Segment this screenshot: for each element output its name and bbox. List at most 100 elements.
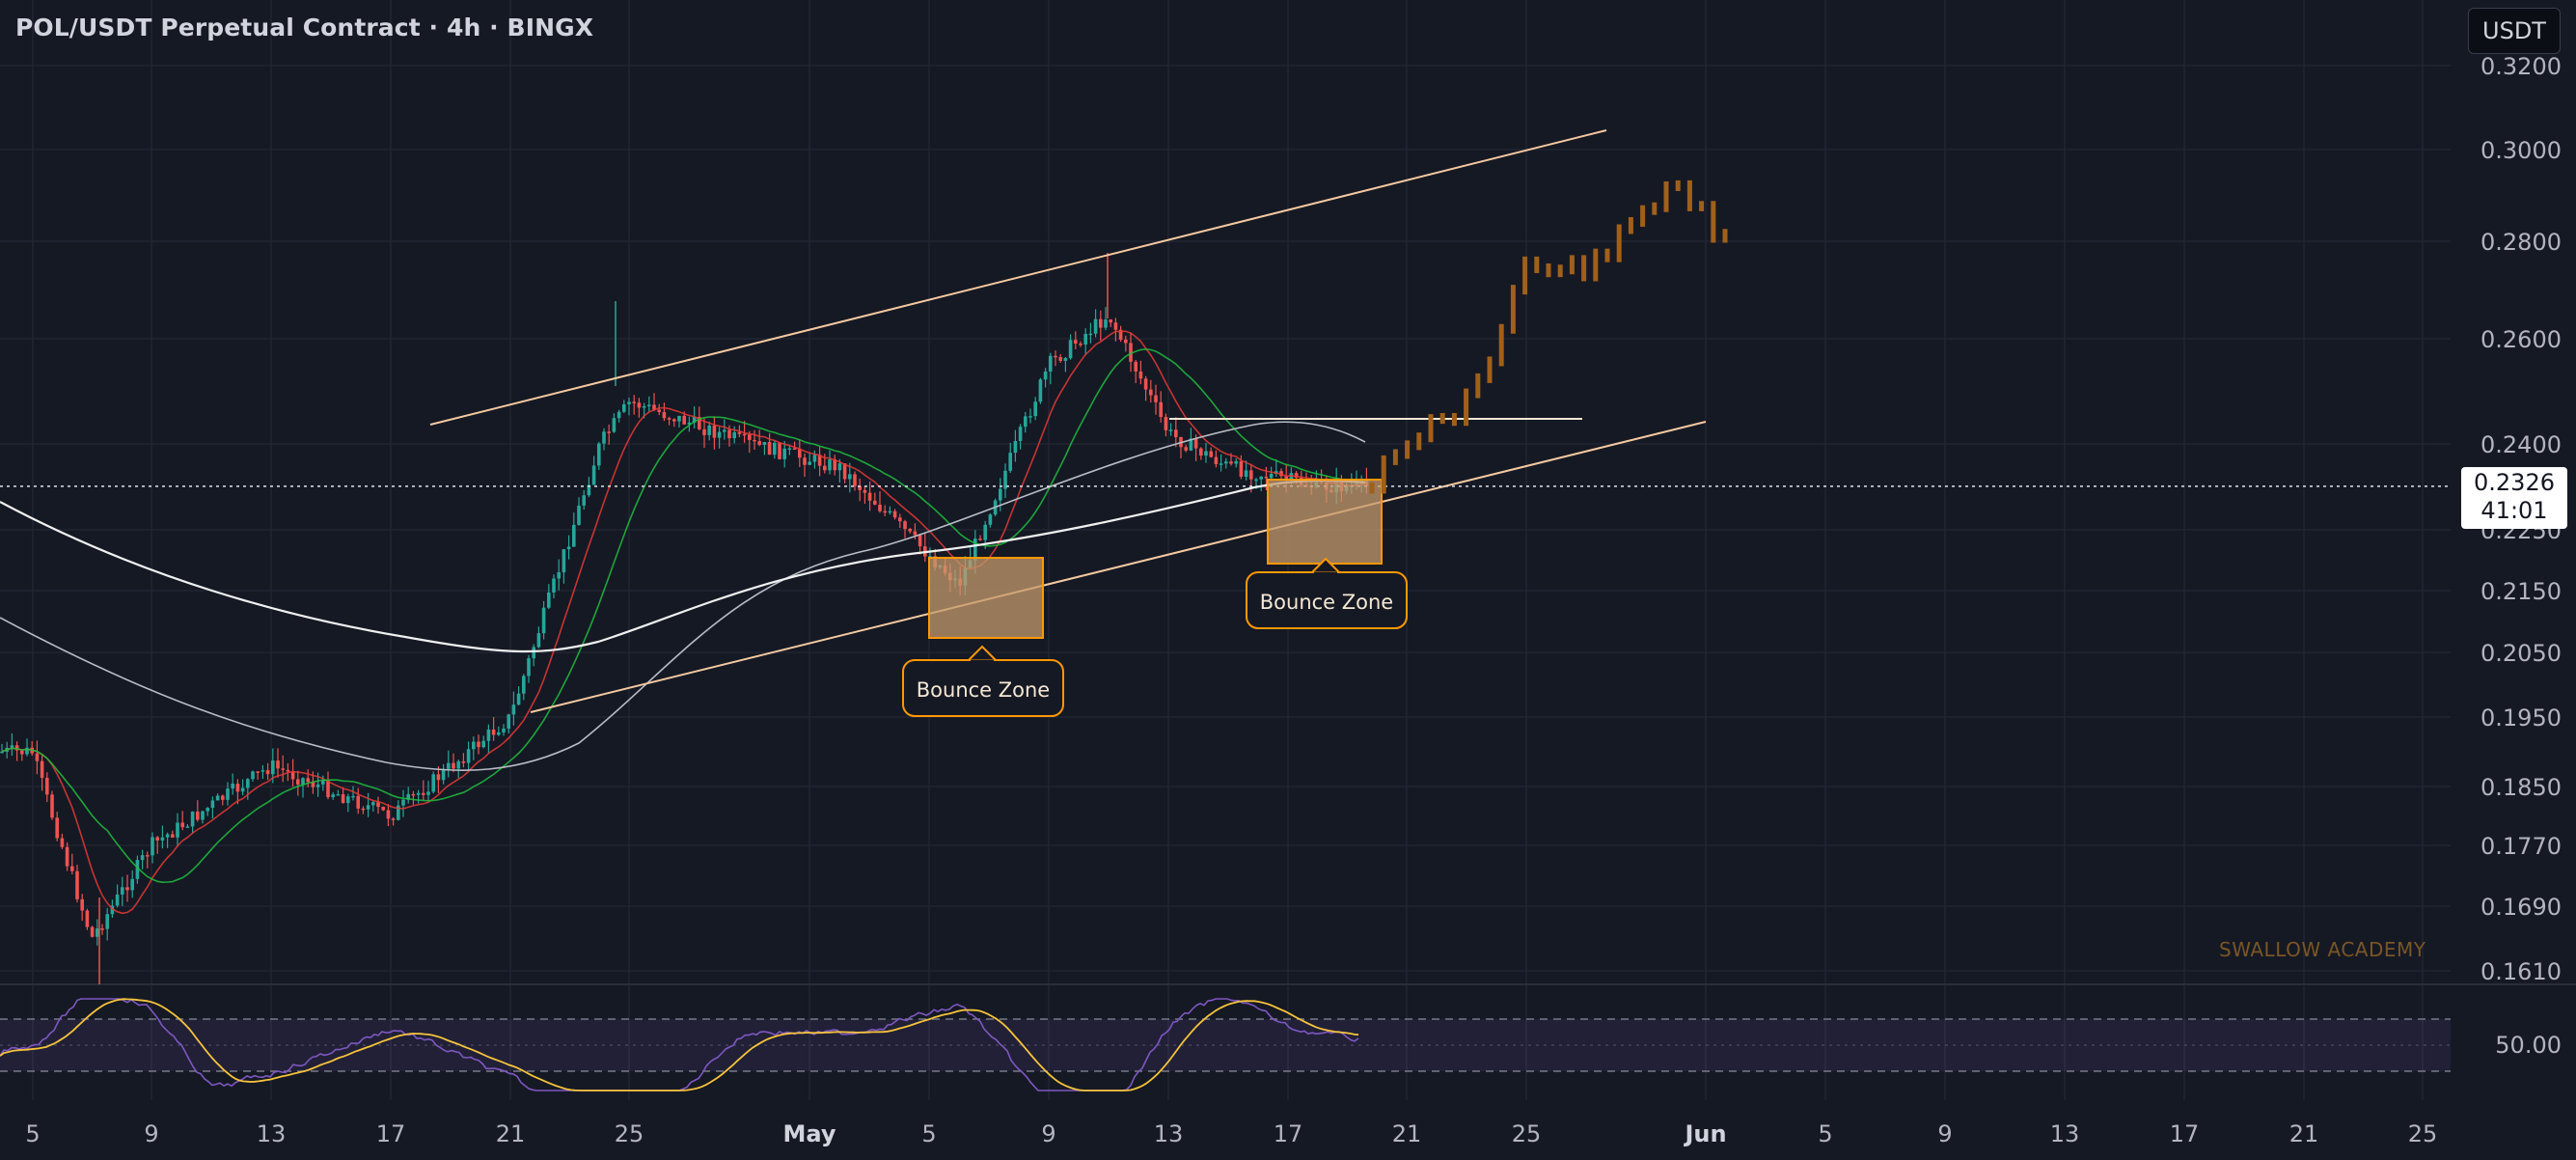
candle-body [1043,371,1048,380]
watermark: SWALLOW ACADEMY [2219,938,2426,961]
candle-body [511,704,516,715]
projection-bar [1616,224,1622,262]
candle-body [577,505,581,525]
bounce-zone-label: Bounce Zone [1260,591,1393,614]
candle-body [1269,474,1274,479]
candle-body [306,778,310,783]
candle-body [782,448,786,459]
candle-body [65,846,69,867]
projection-bar [1699,201,1705,211]
candle-body [883,511,887,513]
projection-candles [1369,180,1728,494]
candle-body [121,887,124,895]
candle-body [787,448,792,450]
candle-body [1174,429,1178,437]
candle-body [527,658,531,677]
y-tick-label: 0.2800 [2480,229,2562,256]
candle-body [863,489,867,493]
candle-body [371,802,375,806]
candle-body [1143,378,1148,390]
candle-body [913,531,918,536]
candle-body [712,425,717,438]
bounce-zone-label: Bounce Zone [917,678,1050,702]
candle-body [823,465,827,471]
candle-body [411,793,416,796]
candle-body [151,837,154,856]
candle-body [1104,319,1108,328]
candle-body [928,556,932,558]
projection-bar [1569,255,1575,275]
candle-body [381,807,385,811]
candle-body [1254,479,1258,482]
candle-body [803,457,807,465]
candle-body [536,633,541,648]
bar-countdown: 41:01 [2480,497,2548,524]
candle-body [723,429,726,432]
candle-body [226,788,230,800]
candle-body [547,592,551,608]
candle-body [231,784,234,789]
candle-body [1008,453,1012,471]
channel-upper-line [429,129,1607,426]
candle-body [1204,451,1208,456]
candle-body [707,425,711,435]
candle-body [978,539,982,540]
candle-body [837,463,842,471]
candle-body [315,784,320,787]
candle-body [988,514,993,525]
candle-body [472,741,476,750]
projection-bar [1464,388,1469,427]
candle-body [1083,334,1087,345]
x-tick-label: 17 [1274,1120,1303,1147]
ma-short-line [1,330,1367,915]
candle-body [50,794,54,818]
x-tick-label: 9 [144,1120,158,1147]
candle-body [682,415,686,425]
y-tick-label: 0.1610 [2480,958,2562,985]
candle-body [461,760,466,763]
candle-body [1118,329,1123,340]
candle-body [1113,322,1118,330]
candle-body [1168,429,1173,431]
candle-body [290,771,295,780]
candle-body [1244,470,1248,478]
candle-body [622,403,626,412]
candle-body [742,433,747,436]
grid [0,0,2576,1100]
candle-body [35,753,40,761]
x-tick-label: 25 [2408,1120,2438,1147]
candle-body [687,422,692,425]
candle-body [276,760,280,769]
candle-body [908,529,912,532]
candle-body [201,811,205,820]
y-tick-label: 0.2150 [2480,578,2562,605]
y-tick-label: 0.1850 [2480,774,2562,801]
candle-body [1038,379,1043,402]
candle-body [356,795,360,809]
candle-body [346,796,350,804]
candle-body [135,860,140,879]
candle-body [748,434,752,440]
projection-bar [1722,229,1728,243]
candle-body [296,779,300,785]
candle-body [1024,416,1028,428]
x-tick-label: 5 [25,1120,40,1147]
candle-body [762,442,767,445]
candle-body [507,714,510,729]
candle-body [1154,395,1158,402]
bounce-zone-box [928,557,1044,639]
x-tick-label: 17 [376,1120,406,1147]
candle-body [215,795,220,801]
candle-body [1063,358,1068,361]
currency-button[interactable]: USDT [2468,8,2561,54]
candle-body [1294,473,1299,479]
candle-body [351,795,355,798]
candle-body [833,458,836,471]
candle-body [391,818,396,820]
candle-body [431,774,435,792]
last-price-value: 0.2326 [2474,469,2555,496]
candle-body [1054,355,1057,358]
candle-body [452,762,455,769]
candle-body [90,926,95,937]
